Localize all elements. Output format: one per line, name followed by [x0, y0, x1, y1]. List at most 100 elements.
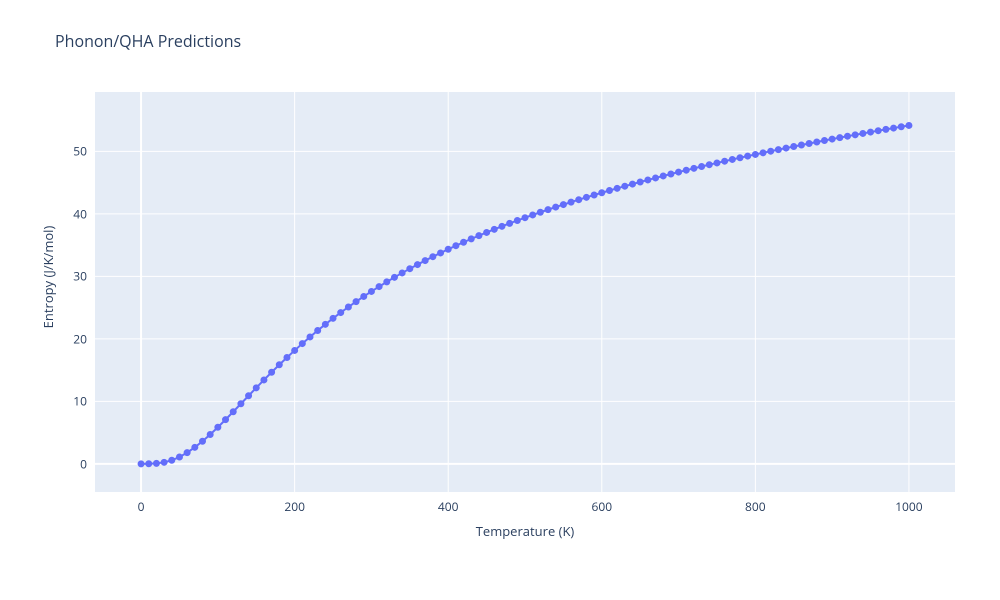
data-point[interactable] — [714, 160, 720, 166]
data-point[interactable] — [215, 424, 221, 430]
data-point[interactable] — [568, 199, 574, 205]
data-point[interactable] — [791, 144, 797, 150]
data-point[interactable] — [391, 274, 397, 280]
data-point[interactable] — [253, 385, 259, 391]
data-point[interactable] — [522, 215, 528, 221]
data-point[interactable] — [668, 171, 674, 177]
data-point[interactable] — [798, 142, 804, 148]
data-point[interactable] — [269, 369, 275, 375]
data-point[interactable] — [261, 377, 267, 383]
data-point[interactable] — [161, 459, 167, 465]
data-point[interactable] — [438, 250, 444, 256]
data-point[interactable] — [760, 150, 766, 156]
data-point[interactable] — [622, 183, 628, 189]
data-point[interactable] — [737, 155, 743, 161]
data-point[interactable] — [353, 299, 359, 305]
data-point[interactable] — [722, 158, 728, 164]
data-point[interactable] — [146, 461, 152, 467]
data-point[interactable] — [322, 321, 328, 327]
data-point[interactable] — [238, 401, 244, 407]
data-point[interactable] — [246, 393, 252, 399]
data-point[interactable] — [461, 239, 467, 245]
data-point[interactable] — [545, 207, 551, 213]
data-point[interactable] — [345, 304, 351, 310]
data-point[interactable] — [415, 262, 421, 268]
data-point[interactable] — [514, 218, 520, 224]
data-point[interactable] — [476, 233, 482, 239]
data-point[interactable] — [729, 156, 735, 162]
data-point[interactable] — [407, 266, 413, 272]
data-point[interactable] — [606, 188, 612, 194]
data-point[interactable] — [614, 185, 620, 191]
data-point[interactable] — [660, 173, 666, 179]
data-point[interactable] — [307, 334, 313, 340]
data-point[interactable] — [883, 126, 889, 132]
data-point[interactable] — [192, 444, 198, 450]
data-point[interactable] — [875, 128, 881, 134]
data-point[interactable] — [537, 209, 543, 215]
data-point[interactable] — [276, 362, 282, 368]
plot-area[interactable] — [95, 92, 955, 492]
data-point[interactable] — [560, 202, 566, 208]
data-point[interactable] — [468, 236, 474, 242]
data-point[interactable] — [299, 341, 305, 347]
data-point[interactable] — [499, 223, 505, 229]
data-point[interactable] — [184, 450, 190, 456]
data-point[interactable] — [868, 129, 874, 135]
data-point[interactable] — [599, 190, 605, 196]
data-point[interactable] — [422, 258, 428, 264]
data-point[interactable] — [852, 132, 858, 138]
data-point[interactable] — [906, 122, 912, 128]
data-point[interactable] — [507, 220, 513, 226]
data-point[interactable] — [752, 151, 758, 157]
data-point[interactable] — [845, 133, 851, 139]
data-point[interactable] — [453, 243, 459, 249]
data-point[interactable] — [783, 145, 789, 151]
data-point[interactable] — [361, 293, 367, 299]
data-point[interactable] — [637, 179, 643, 185]
data-point[interactable] — [223, 417, 229, 423]
data-point[interactable] — [691, 165, 697, 171]
data-point[interactable] — [176, 454, 182, 460]
data-point[interactable] — [230, 409, 236, 415]
data-point[interactable] — [821, 138, 827, 144]
data-point[interactable] — [676, 169, 682, 175]
data-point[interactable] — [898, 124, 904, 130]
data-point[interactable] — [775, 147, 781, 153]
data-point[interactable] — [200, 438, 206, 444]
data-point[interactable] — [338, 310, 344, 316]
data-point[interactable] — [384, 279, 390, 285]
data-point[interactable] — [583, 194, 589, 200]
data-point[interactable] — [445, 246, 451, 252]
data-point[interactable] — [284, 355, 290, 361]
data-point[interactable] — [491, 226, 497, 232]
data-point[interactable] — [891, 125, 897, 131]
data-point[interactable] — [530, 212, 536, 218]
data-point[interactable] — [153, 460, 159, 466]
data-point[interactable] — [806, 141, 812, 147]
data-point[interactable] — [699, 164, 705, 170]
data-point[interactable] — [553, 204, 559, 210]
data-point[interactable] — [368, 288, 374, 294]
data-point[interactable] — [645, 177, 651, 183]
data-point[interactable] — [169, 457, 175, 463]
data-point[interactable] — [829, 136, 835, 142]
data-point[interactable] — [138, 461, 144, 467]
data-point[interactable] — [315, 328, 321, 334]
data-point[interactable] — [814, 139, 820, 145]
data-point[interactable] — [292, 347, 298, 353]
data-point[interactable] — [399, 270, 405, 276]
data-point[interactable] — [630, 181, 636, 187]
data-point[interactable] — [653, 175, 659, 181]
data-point[interactable] — [706, 162, 712, 168]
data-point[interactable] — [745, 153, 751, 159]
data-point[interactable] — [683, 167, 689, 173]
data-point[interactable] — [484, 229, 490, 235]
data-point[interactable] — [207, 432, 213, 438]
data-point[interactable] — [591, 192, 597, 198]
data-point[interactable] — [837, 135, 843, 141]
data-point[interactable] — [330, 315, 336, 321]
data-point[interactable] — [376, 284, 382, 290]
data-point[interactable] — [576, 197, 582, 203]
data-point[interactable] — [430, 254, 436, 260]
